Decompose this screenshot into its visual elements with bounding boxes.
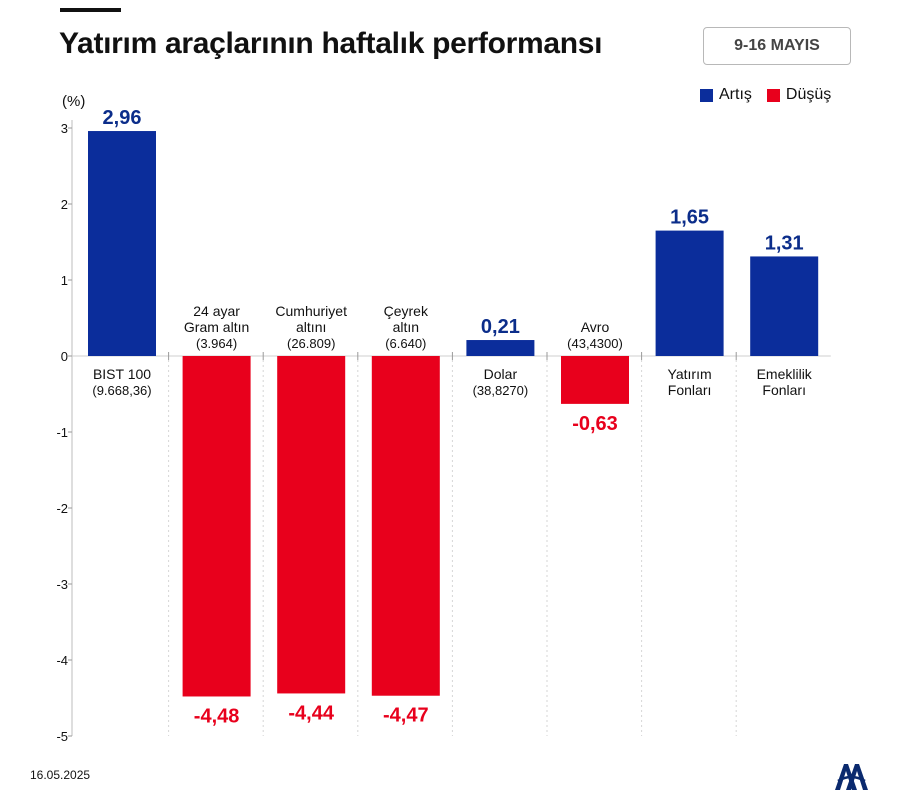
y-tick-label: -2	[56, 501, 68, 516]
category-sublabel: (3.964)	[196, 336, 237, 351]
category-label: Emeklilik	[757, 366, 813, 382]
legend-swatch-decrease	[766, 88, 780, 102]
category-sublabel: (38,8270)	[473, 383, 529, 398]
y-tick-label: 1	[61, 273, 68, 288]
bar-value-label: 2,96	[103, 107, 142, 129]
title-rule	[60, 8, 121, 12]
aa-logo	[835, 764, 868, 790]
y-tick-label: -1	[56, 425, 68, 440]
y-tick-label: -4	[56, 653, 68, 668]
category-sublabel: (26.809)	[287, 336, 335, 351]
y-axis-unit-label: (%)	[62, 93, 85, 110]
bar-value-label: -4,44	[288, 702, 334, 724]
category-label: Cumhuriyet	[275, 303, 347, 319]
bar	[466, 340, 535, 356]
y-tick-label: -3	[56, 577, 68, 592]
category-label: Çeyrek	[384, 303, 429, 319]
bar-value-label: 1,31	[765, 232, 804, 254]
category-label: 24 ayar	[193, 303, 240, 319]
category-label: BIST 100	[93, 366, 151, 382]
category-sublabel: (9.668,36)	[92, 383, 151, 398]
bar	[561, 356, 629, 404]
y-tick-label: 0	[61, 349, 68, 364]
bar	[371, 356, 440, 696]
footer-date: 16.05.2025	[30, 768, 91, 782]
y-tick-label: 2	[61, 197, 68, 212]
bar-value-label: -4,47	[383, 705, 429, 727]
bar-value-label: 1,65	[670, 207, 709, 229]
category-label: Yatırım	[668, 366, 712, 382]
category-sublabel: (6.640)	[385, 336, 426, 351]
bar-value-label: -4,48	[194, 705, 240, 727]
category-label: altın	[393, 319, 419, 335]
bar	[277, 356, 346, 694]
chart-title: Yatırım araçlarının haftalık performansı	[59, 27, 603, 60]
legend: Artış Düşüş	[700, 86, 846, 104]
bar-value-label: 0,21	[481, 316, 520, 338]
bar	[182, 356, 251, 697]
category-label: Gram altın	[184, 319, 249, 335]
bar	[88, 131, 156, 356]
legend-swatch-increase	[700, 88, 713, 102]
bar	[750, 256, 819, 356]
category-label: Dolar	[484, 366, 518, 382]
category-label: Fonları	[668, 382, 712, 398]
category-label: Avro	[581, 319, 610, 335]
legend-label-increase: Artış	[719, 86, 752, 103]
legend-label-decrease: Düşüş	[785, 86, 832, 103]
category-label: altını	[296, 319, 326, 335]
category-label: Fonları	[762, 382, 806, 398]
bar	[655, 230, 724, 356]
legend-item-increase: Artış	[700, 86, 752, 104]
y-tick-label: 3	[61, 121, 68, 136]
date-range-badge: 9-16 MAYIS	[703, 27, 851, 65]
y-tick-label: -5	[56, 729, 68, 744]
bar-value-label: -0,63	[572, 413, 618, 435]
legend-item-decrease: Düşüş	[766, 86, 832, 104]
category-sublabel: (43,4300)	[567, 336, 623, 351]
